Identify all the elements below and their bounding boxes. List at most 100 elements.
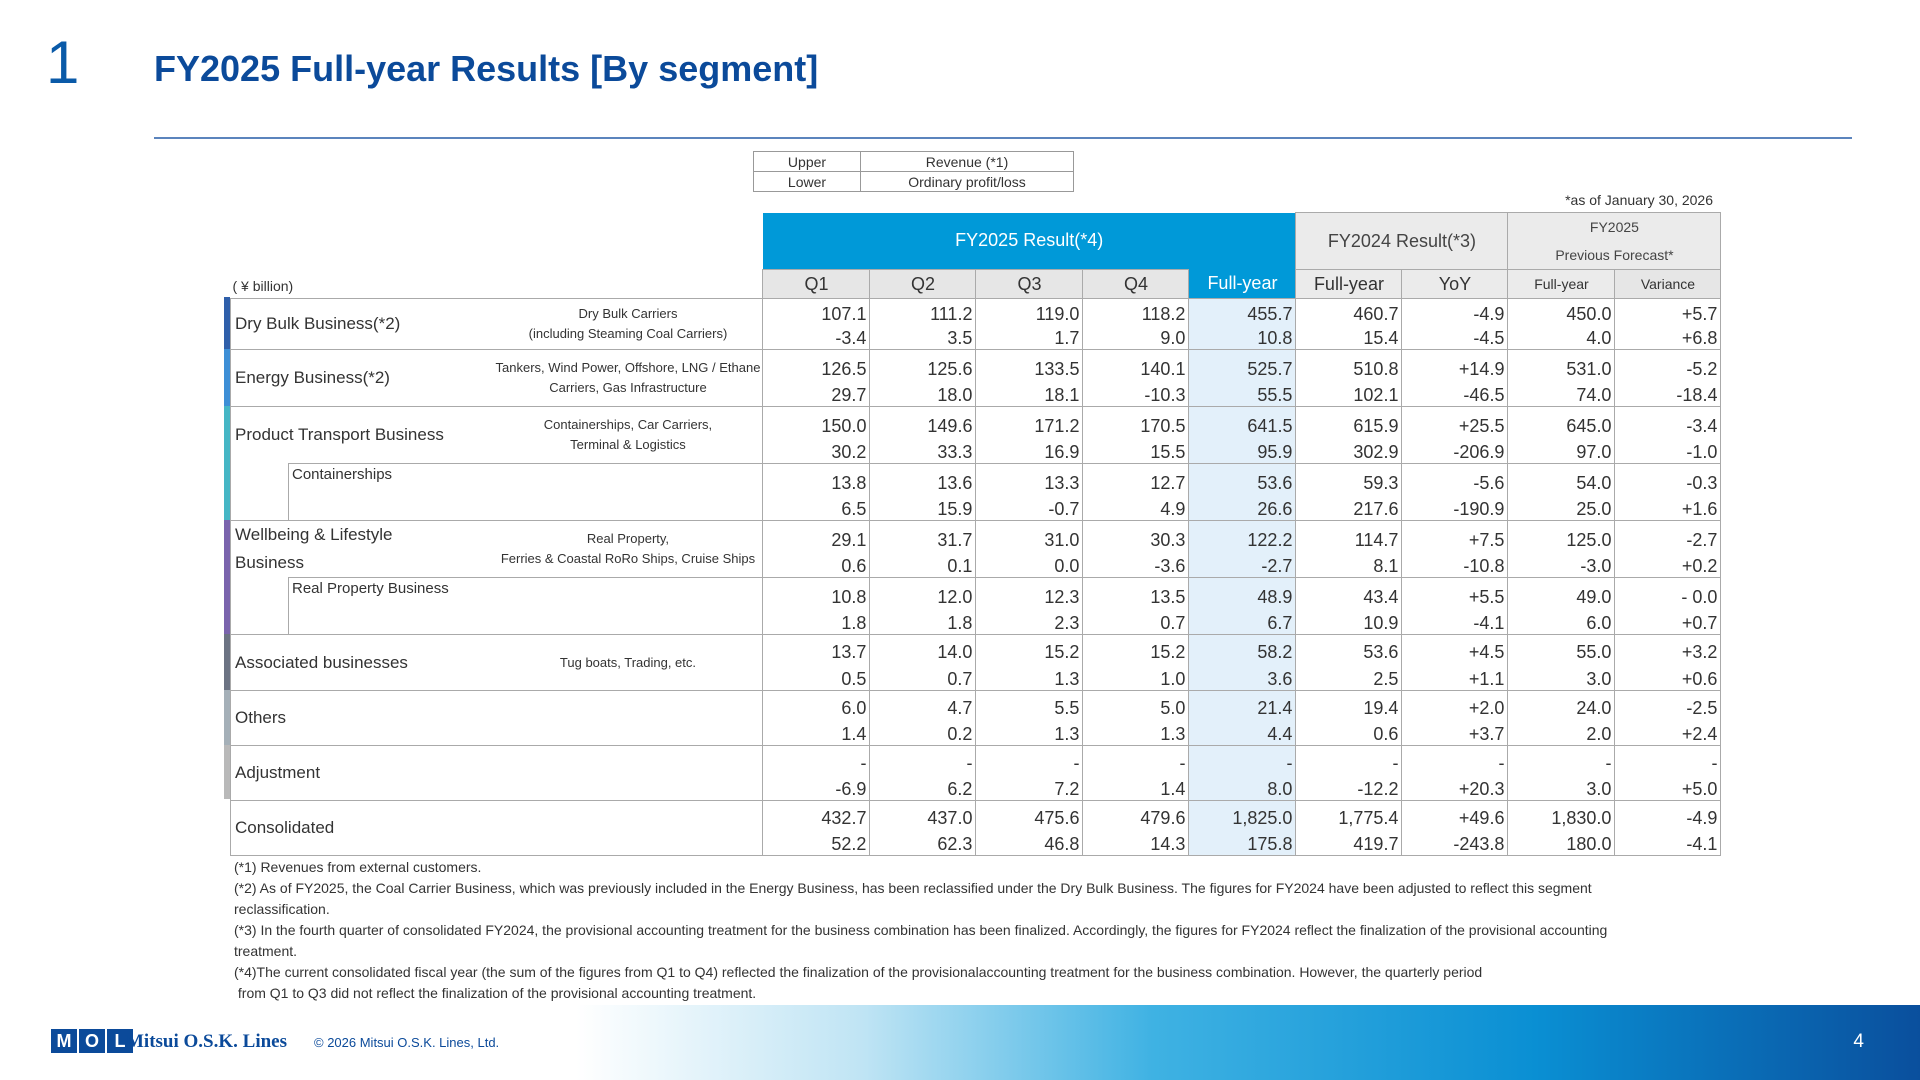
header-q2: Q2 <box>869 269 977 299</box>
revenue-cell: 150.0 <box>762 406 871 437</box>
revenue-cell: 13.7 <box>762 634 871 663</box>
profit-cell: 419.7 <box>1295 828 1403 856</box>
profit-cell: +5.0 <box>1614 773 1722 801</box>
profit-cell: -243.8 <box>1401 828 1509 856</box>
revenue-cell: - <box>762 745 871 774</box>
revenue-cell: -2.7 <box>1614 520 1722 551</box>
revenue-cell: 5.5 <box>975 690 1084 719</box>
profit-cell: 74.0 <box>1507 379 1616 407</box>
revenue-cell: -5.2 <box>1614 349 1722 380</box>
profit-cell: 0.7 <box>869 662 977 691</box>
segment-name: Wellbeing & Lifestyle Business <box>230 520 494 578</box>
segment-desc-line1: Real Property, <box>586 531 670 546</box>
table-row: 30.2 33.3 16.9 15.5 95.9 302.9 -206.9 97.0 -1.0 <box>231 436 1722 464</box>
profit-cell: +20.3 <box>1401 773 1509 801</box>
segment-bar-product-transport <box>224 406 230 520</box>
revenue-cell: 4.7 <box>869 690 977 719</box>
revenue-cell: 125.6 <box>869 349 977 380</box>
profit-cell: 3.0 <box>1507 773 1616 801</box>
revenue-cell: 510.8 <box>1295 349 1403 380</box>
table-row: 0.5 0.7 1.3 1.0 3.6 2.5 +1.1 3.0 +0.6 <box>231 662 1722 691</box>
sub-segment-desc <box>493 577 764 635</box>
profit-cell: 15.5 <box>1082 436 1190 464</box>
profit-cell: -206.9 <box>1401 436 1509 464</box>
revenue-cell: 29.1 <box>762 520 871 551</box>
footnote-line: (*4)The current consolidated fiscal year… <box>234 964 1483 980</box>
profit-cell: 217.6 <box>1295 493 1403 521</box>
profit-cell: 46.8 <box>975 828 1084 856</box>
header-yoy: YoY <box>1401 269 1509 299</box>
profit-cell: -46.5 <box>1401 379 1509 407</box>
revenue-cell: - <box>869 745 977 774</box>
profit-cell: -3.0 <box>1507 550 1616 578</box>
profit-cell: 1.3 <box>975 718 1084 746</box>
revenue-cell: - <box>1082 745 1190 774</box>
revenue-cell: 1,825.0 <box>1188 800 1297 829</box>
header-q1: Q1 <box>762 269 871 299</box>
header-forecast-line2: Previous Forecast* <box>1555 247 1674 263</box>
revenue-cell: 432.7 <box>762 800 871 829</box>
profit-cell: 9.0 <box>1082 324 1190 350</box>
legend-lower-value: Ordinary profit/loss <box>860 171 1074 192</box>
revenue-cell: 531.0 <box>1507 349 1616 380</box>
revenue-cell: 53.6 <box>1188 463 1297 494</box>
revenue-cell: +5.7 <box>1614 298 1722 325</box>
revenue-cell: 12.3 <box>975 577 1084 608</box>
profit-cell: -18.4 <box>1614 379 1722 407</box>
segment-description: Tug boats, Trading, etc. <box>493 634 764 691</box>
table-row: 1.8 1.8 2.3 0.7 6.7 10.9 -4.1 6.0 +0.7 <box>231 607 1722 635</box>
revenue-cell: +14.9 <box>1401 349 1509 380</box>
segment-desc-line2: Terminal & Logistics <box>570 437 686 452</box>
segment-name: Product Transport Business <box>230 406 494 464</box>
table-row: 1.4 0.2 1.3 1.3 4.4 0.6 +3.7 2.0 +2.4 <box>231 718 1722 746</box>
profit-cell: 0.6 <box>1295 718 1403 746</box>
footnote-line: from Q1 to Q3 did not reflect the finali… <box>234 985 757 1001</box>
footnote-line: (*3) In the fourth quarter of consolidat… <box>234 922 1608 938</box>
revenue-cell: 645.0 <box>1507 406 1616 437</box>
segment-bar-others <box>224 690 230 745</box>
revenue-cell: 170.5 <box>1082 406 1190 437</box>
page-title: FY2025 Full-year Results [By segment] <box>154 48 819 89</box>
segment-bar-energy <box>224 349 230 406</box>
profit-cell: 30.2 <box>762 436 871 464</box>
profit-cell: -2.7 <box>1188 550 1297 578</box>
profit-cell: 3.0 <box>1507 662 1616 691</box>
revenue-cell: +2.0 <box>1401 690 1509 719</box>
revenue-cell: 31.7 <box>869 520 977 551</box>
header-q3: Q3 <box>975 269 1084 299</box>
revenue-cell: 133.5 <box>975 349 1084 380</box>
profit-cell: 1.7 <box>975 324 1084 350</box>
segment-description <box>493 800 764 856</box>
legend-upper-value: Revenue (*1) <box>860 151 1074 172</box>
revenue-cell: -0.3 <box>1614 463 1722 494</box>
logo-letter-o: O <box>79 1029 105 1053</box>
table-row: -3.4 3.5 1.7 9.0 10.8 15.4 -4.5 4.0 +6.8 <box>231 324 1722 350</box>
profit-cell: 62.3 <box>869 828 977 856</box>
profit-cell: 1.3 <box>975 662 1084 691</box>
sub-segment-name: Containerships <box>288 463 494 521</box>
revenue-cell: 49.0 <box>1507 577 1616 608</box>
header-fy2025-result: FY2025 Result(*4) <box>762 212 1296 270</box>
segment-description: Containerships, Car Carriers, Terminal & … <box>493 406 764 464</box>
revenue-cell: 58.2 <box>1188 634 1297 663</box>
segment-results-table: FY2025 Result(*4) FY2024 Result(*3) FY20… <box>230 212 1722 856</box>
footnote-line: reclassification. <box>234 901 330 917</box>
logo-wordmark: Mitsui O.S.K. Lines <box>126 1031 287 1052</box>
revenue-cell: 12.7 <box>1082 463 1190 494</box>
revenue-cell: 114.7 <box>1295 520 1403 551</box>
profit-cell: 4.9 <box>1082 493 1190 521</box>
revenue-cell: 119.0 <box>975 298 1084 325</box>
table-row: Real Property Business 10.8 12.0 12.3 13.5 48… <box>230 577 1722 635</box>
header-q4: Q4 <box>1082 269 1190 299</box>
profit-cell: 4.0 <box>1507 324 1616 350</box>
profit-cell: 1.0 <box>1082 662 1190 691</box>
table-row: Dry Bulk Business(*2) Dry Bulk Carriers (i… <box>230 298 1722 350</box>
revenue-cell: +3.2 <box>1614 634 1722 663</box>
revenue-cell: - <box>1614 745 1722 774</box>
revenue-cell: -3.4 <box>1614 406 1722 437</box>
segment-name: Dry Bulk Business(*2) <box>230 298 494 350</box>
profit-cell: 6.2 <box>869 773 977 801</box>
segment-desc-line2: (including Steaming Coal Carriers) <box>528 326 728 341</box>
segment-name: Associated businesses <box>230 634 494 691</box>
revenue-cell: 54.0 <box>1507 463 1616 494</box>
